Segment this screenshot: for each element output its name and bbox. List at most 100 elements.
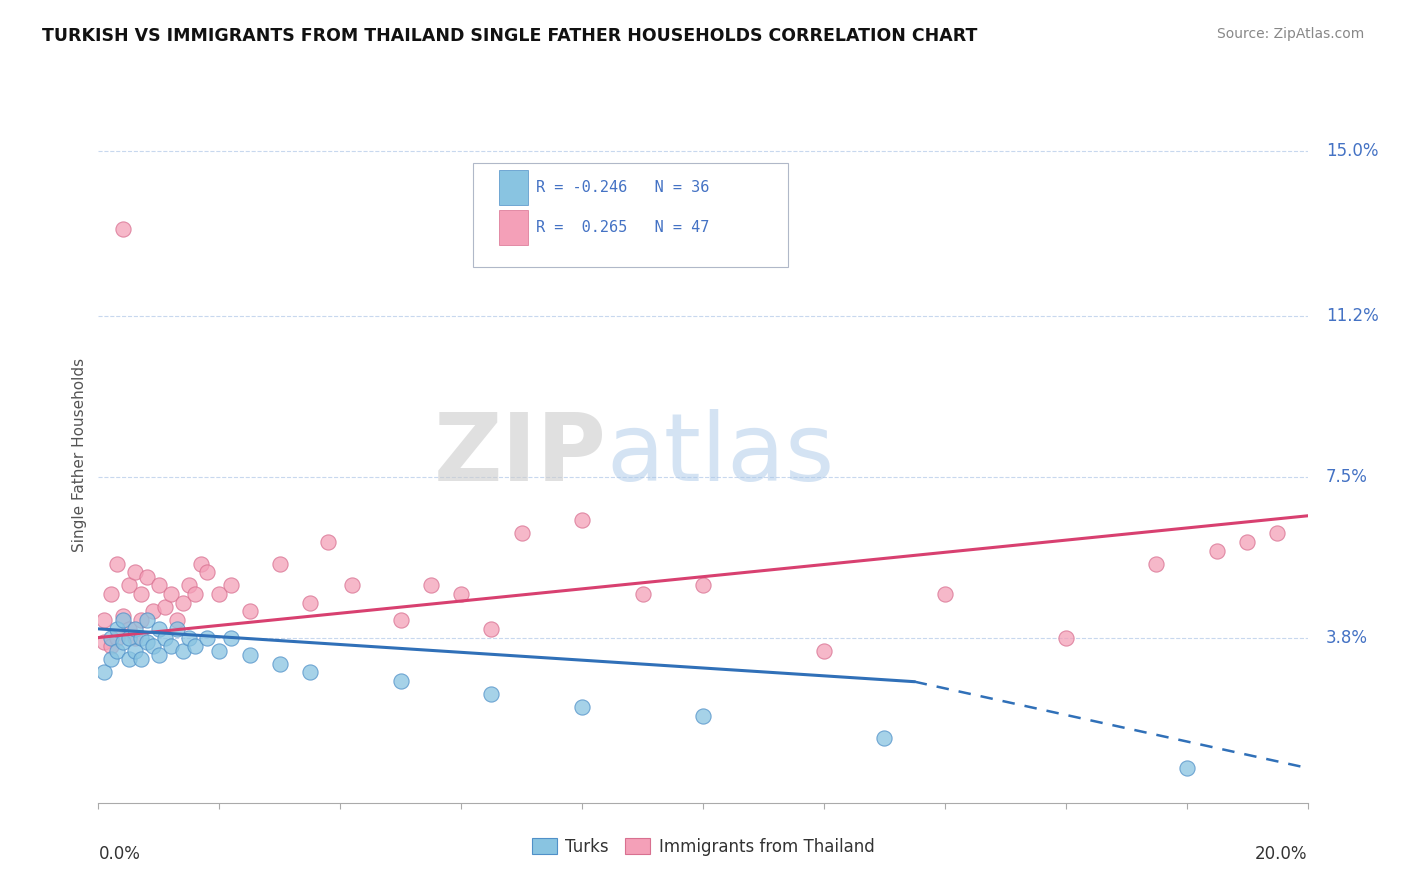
Text: atlas: atlas (606, 409, 835, 501)
Point (221, 631, 243, 645)
Point (692, 708, 714, 723)
Point (177, 631, 201, 645)
Point (93, 665, 115, 680)
Point (148, 578, 170, 592)
Point (1054, 631, 1077, 645)
FancyBboxPatch shape (499, 210, 527, 244)
Point (105, 631, 128, 645)
Point (450, 587, 472, 601)
Text: 3.8%: 3.8% (1326, 629, 1368, 647)
Point (389, 613, 412, 627)
Point (129, 587, 152, 601)
Point (124, 643, 146, 657)
Point (510, 526, 533, 541)
Point (813, 643, 835, 657)
Point (100, 652, 122, 666)
Point (1175, 761, 1198, 775)
Point (135, 570, 157, 584)
Point (93, 635, 115, 649)
Point (208, 643, 231, 657)
Point (160, 639, 183, 653)
Text: Source: ZipAtlas.com: Source: ZipAtlas.com (1216, 27, 1364, 41)
Point (153, 600, 176, 615)
Point (934, 587, 956, 601)
Point (118, 631, 141, 645)
Text: 15.0%: 15.0% (1326, 142, 1378, 160)
Point (195, 566, 218, 580)
Point (184, 587, 207, 601)
Legend: Turks, Immigrants from Thailand: Turks, Immigrants from Thailand (523, 830, 883, 864)
Point (208, 587, 231, 601)
Point (419, 578, 441, 592)
Point (269, 657, 291, 671)
Point (111, 613, 134, 627)
Point (166, 613, 188, 627)
Point (160, 587, 183, 601)
Point (873, 731, 896, 745)
Point (299, 596, 322, 610)
Point (111, 221, 134, 235)
Point (124, 622, 146, 636)
Point (184, 639, 207, 653)
Point (111, 635, 134, 649)
Point (129, 613, 152, 627)
Point (631, 587, 654, 601)
Point (153, 631, 176, 645)
Point (124, 631, 146, 645)
Point (105, 622, 128, 636)
Point (100, 631, 122, 645)
Point (481, 622, 503, 636)
Text: TURKISH VS IMMIGRANTS FROM THAILAND SINGLE FATHER HOUSEHOLDS CORRELATION CHART: TURKISH VS IMMIGRANTS FROM THAILAND SING… (42, 27, 977, 45)
Text: 11.2%: 11.2% (1326, 307, 1378, 325)
Point (481, 687, 503, 701)
Point (299, 665, 322, 680)
Point (93, 613, 115, 627)
Text: ZIP: ZIP (433, 409, 606, 501)
Text: 7.5%: 7.5% (1326, 467, 1368, 485)
Point (195, 631, 218, 645)
Point (269, 557, 291, 571)
Y-axis label: Single Father Households: Single Father Households (72, 358, 87, 552)
Point (166, 622, 188, 636)
Point (1144, 557, 1167, 571)
Point (239, 605, 262, 619)
Text: 0.0%: 0.0% (98, 845, 141, 863)
Point (105, 643, 128, 657)
Point (177, 578, 201, 592)
Point (142, 639, 165, 653)
Point (118, 578, 141, 592)
Point (239, 648, 262, 662)
Point (389, 674, 412, 689)
Point (692, 578, 714, 592)
Point (172, 596, 194, 610)
Point (129, 631, 152, 645)
Text: R = -0.246   N = 36: R = -0.246 N = 36 (536, 180, 710, 194)
Point (118, 652, 141, 666)
Point (316, 535, 339, 549)
Point (118, 622, 141, 636)
Point (571, 700, 593, 714)
Point (100, 639, 122, 653)
Point (148, 648, 170, 662)
Point (129, 652, 152, 666)
Point (111, 608, 134, 623)
Point (221, 578, 243, 592)
Point (100, 587, 122, 601)
Point (142, 605, 165, 619)
Point (148, 622, 170, 636)
Point (124, 566, 146, 580)
Point (105, 557, 128, 571)
Point (135, 613, 157, 627)
FancyBboxPatch shape (499, 170, 527, 205)
Point (1206, 543, 1229, 558)
Text: 20.0%: 20.0% (1256, 845, 1308, 863)
Text: R =  0.265   N = 47: R = 0.265 N = 47 (536, 219, 710, 235)
Point (342, 578, 364, 592)
Point (1265, 526, 1288, 541)
Point (172, 643, 194, 657)
Point (190, 557, 212, 571)
Point (135, 635, 157, 649)
Point (571, 513, 593, 527)
Point (1236, 535, 1258, 549)
FancyBboxPatch shape (474, 162, 787, 267)
